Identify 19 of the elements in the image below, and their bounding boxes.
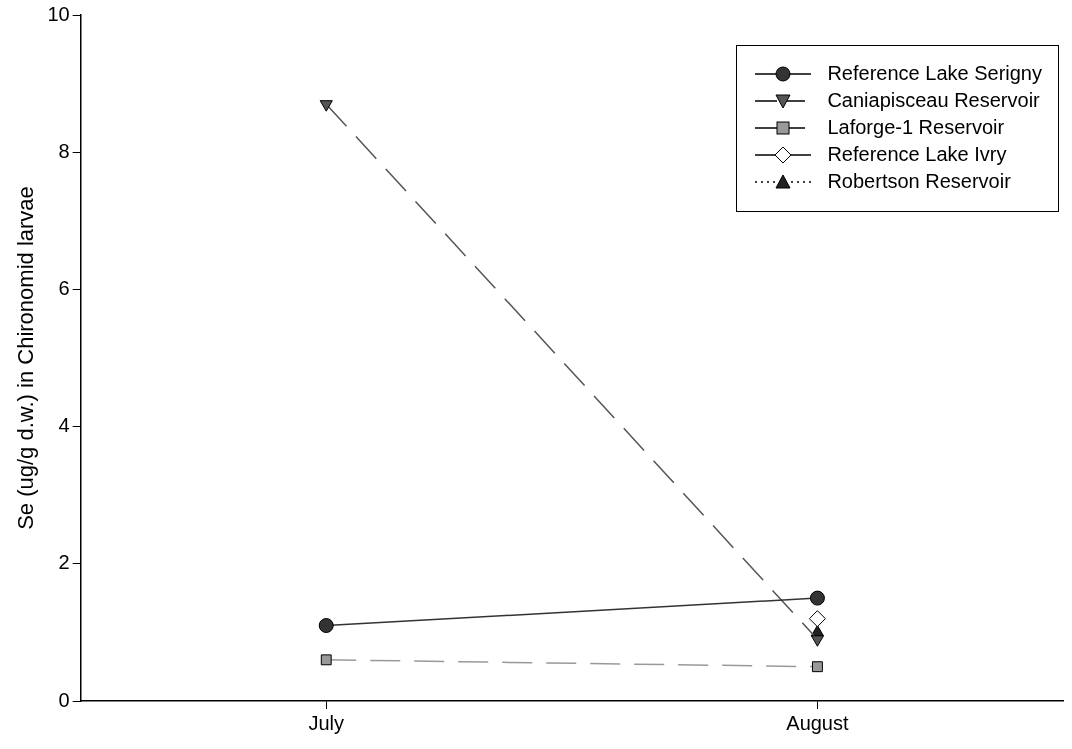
y-tick-label: 6 [58, 276, 70, 299]
point [808, 610, 826, 628]
point [811, 661, 823, 673]
legend-label: Laforge-1 Reservoir [827, 116, 1005, 139]
legend-label: Reference Lake Ivry [827, 143, 1007, 166]
y-tick-label: 8 [58, 139, 70, 162]
point [318, 618, 334, 634]
y-tick-label: 0 [58, 688, 70, 711]
x-tick-label: July [308, 711, 345, 734]
legend-label: Reference Lake Serigny [827, 62, 1042, 85]
y-tick-label: 10 [47, 2, 70, 25]
legend-label: Caniapisceau Reservoir [827, 89, 1040, 112]
point [809, 590, 825, 606]
x-tick-label: August [786, 711, 849, 734]
legend-label: Robertson Reservoir [827, 170, 1011, 193]
point [320, 654, 332, 666]
y-axis-title: Se (ug/g d.w.) in Chironomid larvae [13, 186, 39, 530]
y-tick-label: 2 [58, 551, 70, 574]
y-tick-label: 4 [58, 414, 70, 437]
